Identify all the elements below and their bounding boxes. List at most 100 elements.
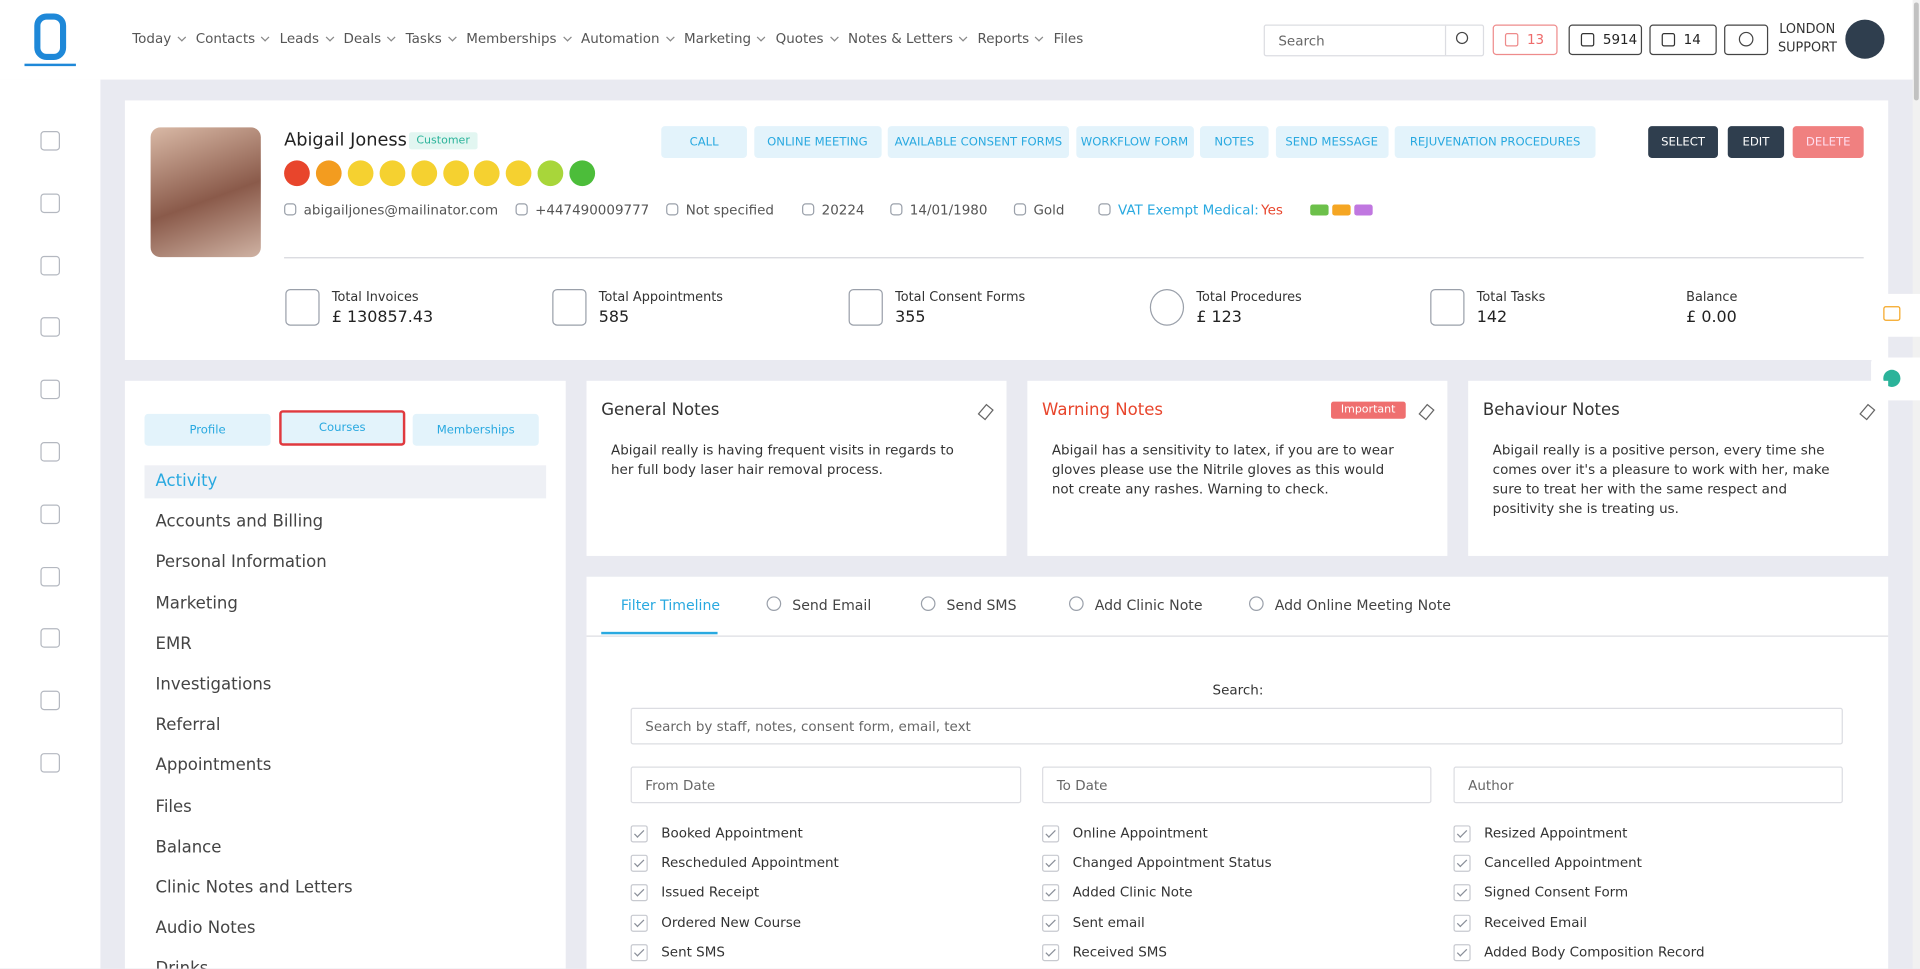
- timeline-tab[interactable]: Send SMS: [946, 596, 1017, 614]
- sidebar-icon[interactable]: [40, 255, 61, 276]
- rating-face[interactable]: [315, 160, 342, 187]
- timeline-tab[interactable]: Add Clinic Note: [1094, 596, 1203, 614]
- nav-item[interactable]: Automation: [581, 30, 660, 47]
- rating-face[interactable]: [347, 160, 374, 187]
- profile-tab[interactable]: Courses: [279, 410, 406, 446]
- rating-face[interactable]: [569, 160, 596, 187]
- search-placeholder[interactable]: Search: [1278, 33, 1325, 49]
- menu-item[interactable]: Referral: [155, 715, 221, 735]
- nav-item[interactable]: Memberships: [466, 30, 557, 47]
- sidebar-icon[interactable]: [40, 193, 61, 213]
- edit-note-icon[interactable]: [1418, 403, 1435, 421]
- nav-item[interactable]: Files: [1053, 30, 1084, 47]
- menu-item[interactable]: Audio Notes: [155, 918, 256, 939]
- menu-item[interactable]: Investigations: [155, 674, 272, 695]
- filter-label[interactable]: Received Email: [1484, 914, 1588, 931]
- rating-face[interactable]: [284, 160, 310, 187]
- menu-item[interactable]: Balance: [155, 837, 222, 857]
- author-input[interactable]: Author: [1453, 766, 1843, 804]
- filter-label[interactable]: Rescheduled Appointment: [661, 854, 839, 871]
- filter-checkbox[interactable]: [630, 854, 648, 873]
- rating-face[interactable]: [537, 160, 564, 187]
- menu-item[interactable]: Clinic Notes and Letters: [155, 877, 353, 898]
- filter-checkbox[interactable]: [630, 825, 648, 843]
- menu-item[interactable]: Drinks: [156, 959, 209, 968]
- delete-button[interactable]: DELETE: [1792, 126, 1864, 158]
- timeline-tab[interactable]: Add Online Meeting Note: [1274, 596, 1451, 614]
- nav-item[interactable]: Deals: [343, 30, 382, 47]
- nav-item[interactable]: Contacts: [195, 30, 256, 47]
- filter-label[interactable]: Received SMS: [1072, 943, 1167, 960]
- filter-label[interactable]: Changed Appointment Status: [1072, 854, 1272, 871]
- nav-item[interactable]: Tasks: [405, 30, 442, 47]
- sidebar-icon[interactable]: [40, 131, 61, 151]
- action-button[interactable]: ONLINE MEETING: [753, 126, 882, 158]
- help-button[interactable]: [1724, 24, 1769, 56]
- sidebar-icon[interactable]: [40, 317, 61, 338]
- sidebar-icon[interactable]: [40, 504, 61, 524]
- menu-item[interactable]: Accounts and Billing: [155, 512, 324, 532]
- nav-item[interactable]: Today: [132, 30, 172, 47]
- nav-item[interactable]: Notes & Letters: [848, 30, 954, 47]
- nav-item[interactable]: Reports: [977, 30, 1030, 47]
- filter-label[interactable]: Sent SMS: [661, 943, 725, 960]
- action-button[interactable]: AVAILABLE CONSENT FORMS: [887, 126, 1069, 158]
- filter-label[interactable]: Added Body Composition Record: [1484, 943, 1705, 960]
- filter-checkbox[interactable]: [1042, 884, 1060, 902]
- filter-label[interactable]: Signed Consent Form: [1484, 884, 1629, 901]
- action-button[interactable]: NOTES: [1200, 126, 1269, 158]
- filter-label[interactable]: Resized Appointment: [1484, 825, 1628, 842]
- menu-item[interactable]: Files: [155, 796, 192, 817]
- rating-face[interactable]: [442, 160, 469, 187]
- rating-face[interactable]: [410, 160, 437, 187]
- sidebar-icon[interactable]: [40, 442, 61, 462]
- filter-label[interactable]: Ordered New Course: [661, 914, 802, 931]
- search-icon[interactable]: [1455, 31, 1469, 45]
- user-avatar[interactable]: [1845, 19, 1885, 59]
- edit-note-icon[interactable]: [977, 403, 994, 421]
- filter-checkbox[interactable]: [630, 914, 648, 932]
- rating-face[interactable]: [379, 160, 405, 187]
- filter-label[interactable]: Online Appointment: [1072, 825, 1208, 842]
- timeline-tab[interactable]: Send Email: [792, 596, 872, 614]
- sidebar-icon[interactable]: [40, 690, 61, 711]
- nav-item[interactable]: Leads: [279, 30, 320, 47]
- task-badge[interactable]: 14: [1649, 24, 1717, 56]
- rating-face[interactable]: [506, 160, 532, 187]
- action-button[interactable]: REJUVENATION PROCEDURES: [1394, 126, 1596, 158]
- filter-checkbox[interactable]: [1042, 914, 1060, 932]
- filter-checkbox[interactable]: [1453, 914, 1471, 932]
- filter-checkbox[interactable]: [1453, 884, 1471, 902]
- filter-checkbox[interactable]: [630, 943, 648, 961]
- edit-note-icon[interactable]: [1859, 403, 1876, 421]
- action-button[interactable]: WORKFLOW FORM: [1075, 126, 1194, 158]
- nav-item[interactable]: Quotes: [775, 30, 824, 47]
- filter-checkbox[interactable]: [1453, 854, 1471, 873]
- sidebar-icon[interactable]: [40, 753, 61, 773]
- menu-item[interactable]: Marketing: [155, 593, 238, 613]
- filter-checkbox[interactable]: [1042, 825, 1060, 843]
- menu-item[interactable]: Activity: [155, 471, 218, 492]
- menu-item[interactable]: EMR: [155, 634, 192, 654]
- float-cart[interactable]: [1871, 293, 1920, 337]
- filter-checkbox[interactable]: [1453, 825, 1471, 843]
- nav-item[interactable]: Marketing: [683, 30, 752, 47]
- filter-checkbox[interactable]: [1453, 943, 1471, 961]
- profile-tab[interactable]: Profile: [144, 413, 271, 446]
- sidebar-icon[interactable]: [40, 628, 61, 649]
- action-button[interactable]: SEND MESSAGE: [1275, 126, 1388, 158]
- filter-label[interactable]: Booked Appointment: [661, 825, 803, 842]
- timeline-tab[interactable]: Filter Timeline: [620, 596, 721, 614]
- filter-label[interactable]: Sent email: [1072, 914, 1145, 931]
- select-button[interactable]: SELECT: [1648, 126, 1718, 158]
- edit-button[interactable]: EDIT: [1727, 126, 1785, 158]
- filter-label[interactable]: Added Clinic Note: [1072, 884, 1193, 901]
- menu-item[interactable]: Appointments: [155, 755, 272, 776]
- timeline-search-input[interactable]: Search by staff, notes, consent form, em…: [630, 707, 1843, 745]
- mail-badge[interactable]: 13: [1492, 24, 1558, 56]
- menu-item[interactable]: Personal Information: [155, 552, 327, 573]
- filter-label[interactable]: Cancelled Appointment: [1484, 854, 1642, 871]
- to-date-input[interactable]: To Date: [1042, 766, 1432, 804]
- from-date-input[interactable]: From Date: [630, 766, 1022, 804]
- filter-label[interactable]: Issued Receipt: [661, 884, 760, 901]
